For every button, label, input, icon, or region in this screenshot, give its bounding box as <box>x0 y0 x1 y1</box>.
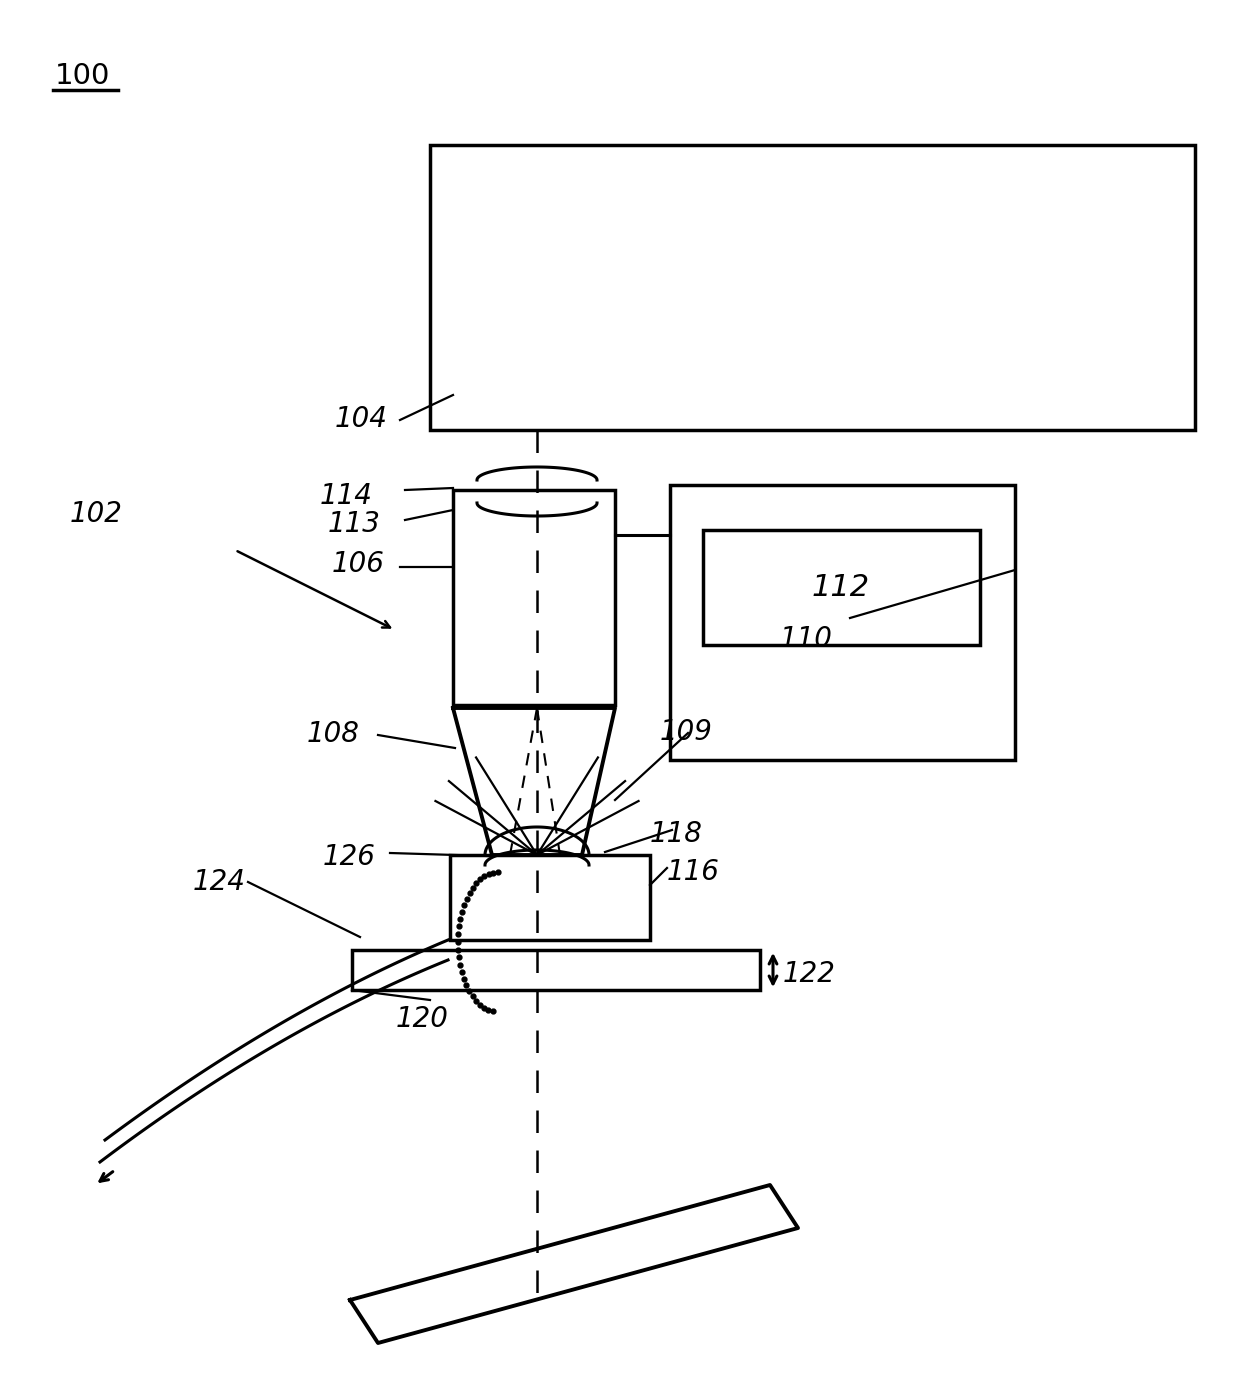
Text: 109: 109 <box>660 717 713 747</box>
Text: 124: 124 <box>193 868 246 896</box>
Text: 108: 108 <box>308 720 360 748</box>
Bar <box>352 950 760 990</box>
Text: 113: 113 <box>329 510 381 538</box>
Text: 106: 106 <box>332 550 384 578</box>
Text: 110: 110 <box>780 625 833 653</box>
Bar <box>430 145 1195 430</box>
Text: 114: 114 <box>320 482 373 510</box>
Text: 112: 112 <box>812 574 870 603</box>
Text: 120: 120 <box>396 1004 449 1034</box>
Bar <box>670 485 1016 761</box>
Bar <box>453 490 615 705</box>
Text: 116: 116 <box>667 858 720 886</box>
Text: 118: 118 <box>650 820 703 848</box>
Text: 100: 100 <box>55 63 110 91</box>
Text: 122: 122 <box>782 960 836 988</box>
Bar <box>450 855 650 940</box>
Text: 104: 104 <box>335 405 388 433</box>
Text: 126: 126 <box>322 843 376 871</box>
Text: 102: 102 <box>69 500 123 528</box>
Bar <box>703 529 980 645</box>
